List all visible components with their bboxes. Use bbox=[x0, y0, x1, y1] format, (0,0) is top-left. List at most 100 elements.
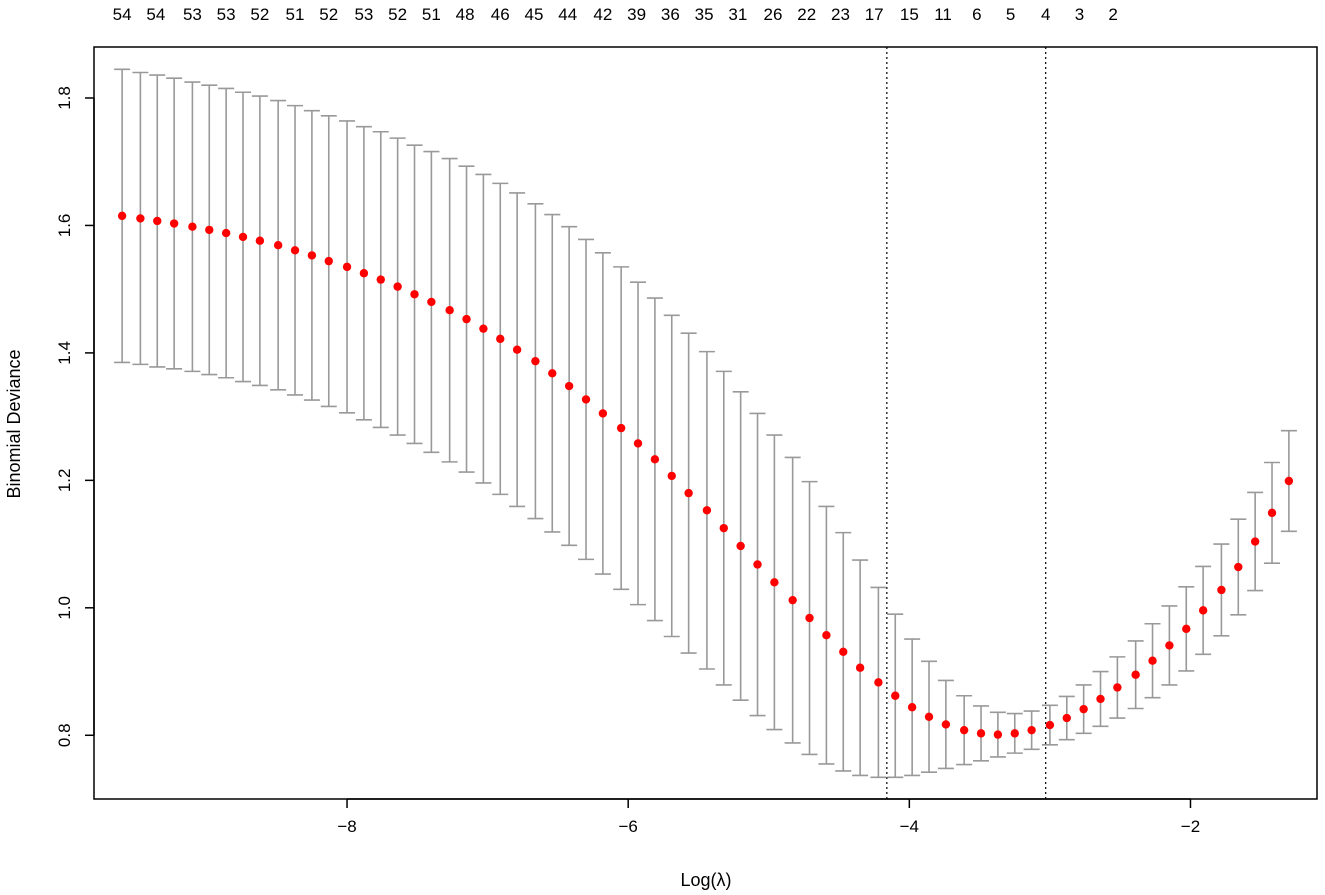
data-point bbox=[581, 395, 591, 404]
data-point bbox=[941, 720, 951, 729]
data-point bbox=[479, 324, 488, 333]
x-axis-title: Log(λ) bbox=[680, 870, 731, 890]
data-point bbox=[531, 356, 540, 366]
points bbox=[117, 211, 1294, 739]
data-point bbox=[650, 455, 660, 464]
data-point bbox=[1062, 713, 1071, 723]
top-count-label: 23 bbox=[831, 5, 850, 24]
data-point bbox=[205, 225, 214, 235]
data-point bbox=[891, 691, 900, 700]
data-point bbox=[839, 647, 848, 656]
data-point bbox=[410, 290, 419, 299]
data-point bbox=[445, 306, 454, 315]
data-point bbox=[753, 560, 762, 569]
data-point bbox=[1148, 656, 1157, 665]
data-point bbox=[907, 703, 917, 712]
data-point bbox=[496, 334, 505, 344]
y-axis: 0.8 1.0 1.2 1.4 1.6 1.8 bbox=[55, 86, 95, 747]
data-point bbox=[993, 730, 1003, 739]
y-tick-label: 0.8 bbox=[55, 723, 74, 747]
data-point bbox=[616, 423, 626, 433]
top-count-label: 22 bbox=[797, 5, 816, 24]
data-point bbox=[976, 729, 986, 738]
x-tick-label: −6 bbox=[618, 817, 637, 836]
data-point bbox=[770, 578, 779, 587]
y-tick-label: 1.2 bbox=[55, 469, 74, 493]
data-point bbox=[1182, 624, 1191, 634]
top-count-label: 31 bbox=[728, 5, 747, 24]
data-point bbox=[633, 439, 643, 448]
data-point bbox=[307, 251, 317, 260]
top-count-label: 53 bbox=[183, 5, 202, 24]
data-point bbox=[1131, 670, 1140, 679]
data-point bbox=[874, 678, 883, 687]
data-point bbox=[376, 275, 385, 284]
data-point bbox=[736, 541, 745, 551]
y-tick-label: 1.0 bbox=[55, 596, 74, 620]
top-count-label: 45 bbox=[525, 5, 544, 24]
data-point bbox=[221, 228, 231, 238]
data-point bbox=[255, 236, 265, 245]
y-tick-label: 1.6 bbox=[55, 214, 74, 238]
data-point bbox=[1165, 641, 1174, 650]
top-count-label: 51 bbox=[422, 5, 441, 24]
data-point bbox=[548, 369, 557, 378]
top-count-label: 35 bbox=[695, 5, 714, 24]
data-point bbox=[1113, 683, 1122, 692]
data-point bbox=[855, 663, 865, 672]
data-point bbox=[117, 211, 127, 221]
data-point bbox=[188, 222, 197, 231]
data-point bbox=[788, 595, 797, 605]
top-count-label: 51 bbox=[286, 5, 305, 24]
y-tick-label: 1.8 bbox=[55, 86, 74, 110]
x-tick-label: −2 bbox=[1181, 817, 1200, 836]
data-point bbox=[598, 409, 608, 418]
data-point bbox=[667, 471, 676, 481]
top-count-label: 53 bbox=[217, 5, 236, 24]
data-point bbox=[1234, 562, 1243, 572]
top-count-label: 52 bbox=[388, 5, 407, 24]
x-axis: −8 −6 −4 −2 bbox=[337, 798, 1200, 836]
data-point bbox=[959, 725, 969, 735]
data-point bbox=[238, 232, 248, 242]
error-bars bbox=[114, 68, 1297, 779]
data-point bbox=[1198, 606, 1208, 615]
top-count-label: 15 bbox=[900, 5, 919, 24]
data-point bbox=[1045, 720, 1055, 730]
data-point bbox=[169, 219, 179, 228]
reference-lines bbox=[886, 47, 1047, 799]
data-point bbox=[273, 240, 283, 250]
data-point bbox=[805, 613, 814, 623]
top-count-label: 46 bbox=[491, 5, 510, 24]
data-point bbox=[324, 256, 333, 266]
data-point bbox=[512, 345, 522, 354]
data-point bbox=[1096, 694, 1105, 704]
data-point bbox=[427, 297, 436, 307]
top-count-label: 11 bbox=[934, 5, 952, 24]
x-tick-label: −8 bbox=[337, 817, 356, 836]
top-count-label: 48 bbox=[456, 5, 475, 24]
top-count-label: 53 bbox=[354, 5, 373, 24]
data-point bbox=[290, 246, 300, 255]
data-point bbox=[1027, 725, 1036, 735]
data-point bbox=[1284, 476, 1294, 486]
data-point bbox=[1079, 704, 1088, 714]
top-count-label: 54 bbox=[146, 5, 165, 24]
top-axis: 54 54 53 53 52 51 52 53 52 51 48 46 45 44 42 39 36 35 31 26… bbox=[113, 5, 1118, 24]
top-count-label: 4 bbox=[1041, 5, 1050, 24]
data-point bbox=[719, 523, 728, 533]
data-point bbox=[359, 269, 369, 278]
data-point bbox=[1267, 508, 1277, 518]
data-point bbox=[342, 262, 352, 272]
data-point bbox=[564, 381, 574, 391]
top-count-label: 2 bbox=[1108, 5, 1117, 24]
data-point bbox=[1010, 729, 1019, 738]
data-point bbox=[684, 488, 693, 498]
top-count-label: 26 bbox=[764, 5, 783, 24]
y-axis-title: Binomial Deviance bbox=[4, 349, 24, 498]
top-count-label: 3 bbox=[1075, 5, 1084, 24]
top-count-label: 39 bbox=[627, 5, 646, 24]
top-count-label: 36 bbox=[661, 5, 680, 24]
data-point bbox=[822, 631, 831, 640]
